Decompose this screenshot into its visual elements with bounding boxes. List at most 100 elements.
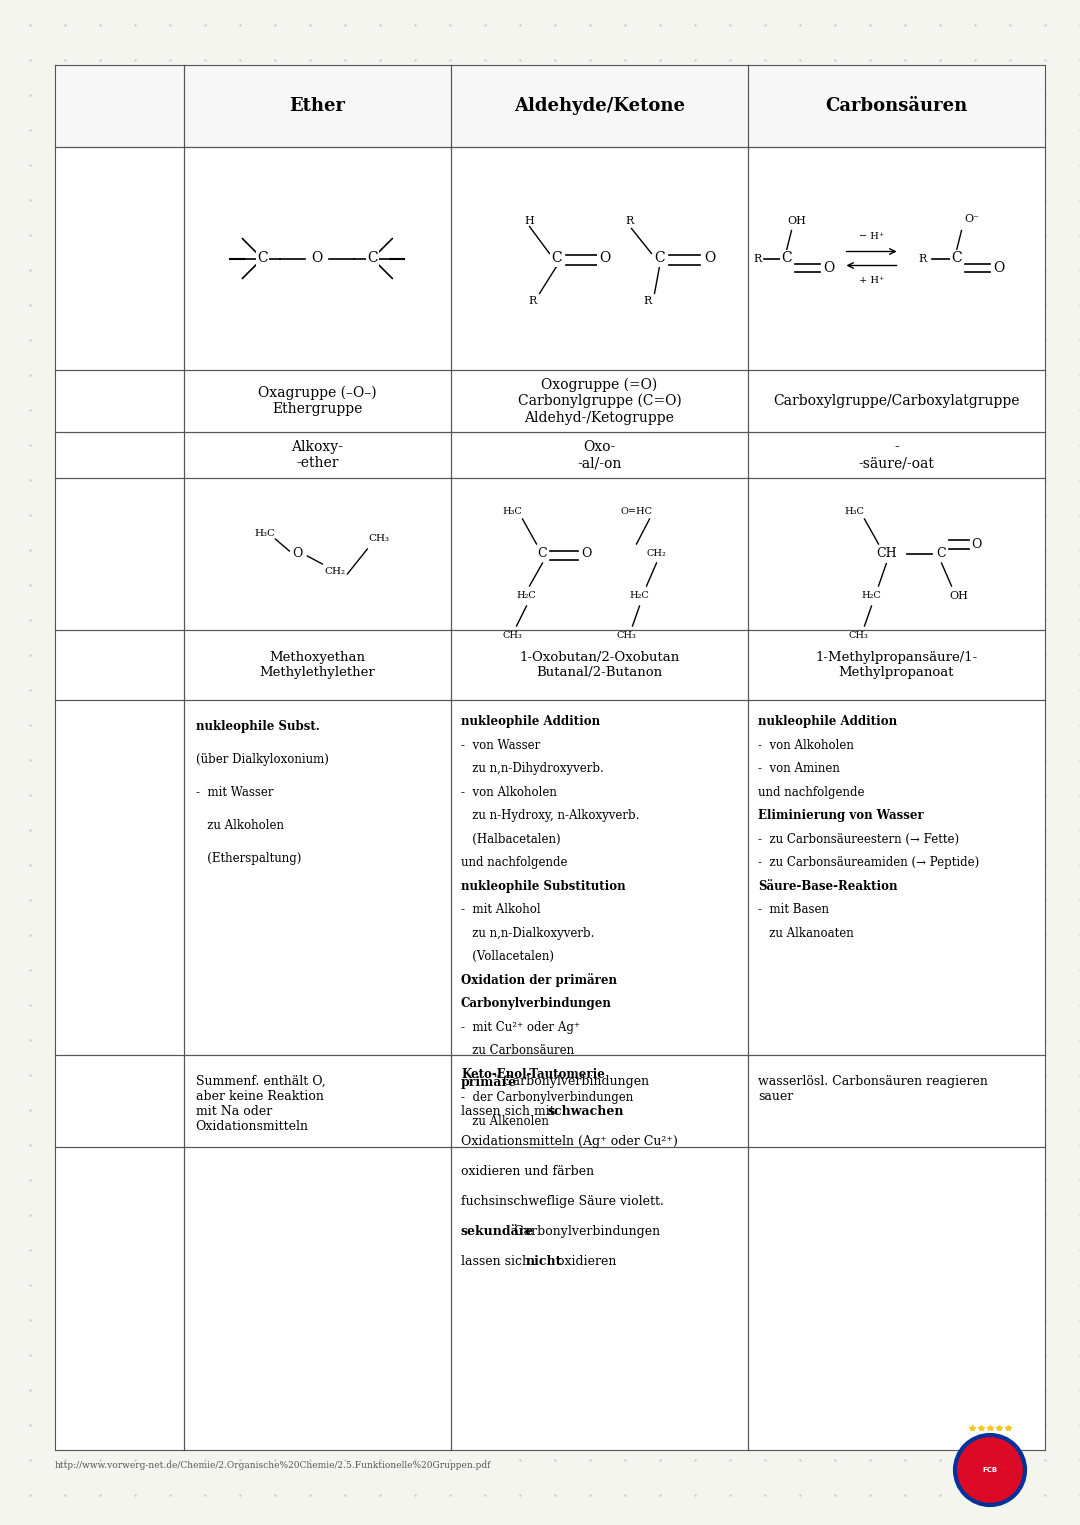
- Text: O: O: [993, 261, 1004, 274]
- Text: zu n,n-Dialkoxyverb.: zu n,n-Dialkoxyverb.: [461, 927, 594, 939]
- Text: Summenf. enthält O,
aber keine Reaktion
mit Na oder
Oxidationsmitteln: Summenf. enthält O, aber keine Reaktion …: [195, 1075, 325, 1133]
- Text: FCB: FCB: [983, 1467, 998, 1473]
- FancyBboxPatch shape: [451, 700, 748, 1055]
- Text: Keto-Enol-Tautomerie: Keto-Enol-Tautomerie: [461, 1068, 605, 1081]
- Text: H₂C: H₂C: [630, 592, 649, 601]
- FancyBboxPatch shape: [451, 432, 748, 477]
- Circle shape: [955, 1435, 1025, 1505]
- Text: Säure-Base-Reaktion: Säure-Base-Reaktion: [758, 880, 897, 892]
- Text: O: O: [823, 261, 834, 274]
- Text: − H⁺: − H⁺: [859, 232, 885, 241]
- Text: -
-säure/-oat: - -säure/-oat: [859, 439, 934, 470]
- Text: CH₂: CH₂: [325, 567, 346, 576]
- FancyBboxPatch shape: [55, 477, 184, 630]
- Text: wasserlösl. Carbonsäuren reagieren
sauer: wasserlösl. Carbonsäuren reagieren sauer: [758, 1075, 988, 1103]
- Text: zu n,n-Dihydroxyverb.: zu n,n-Dihydroxyverb.: [461, 762, 604, 775]
- Text: H₃C: H₃C: [255, 529, 275, 538]
- Text: H: H: [525, 215, 535, 226]
- Text: H₂C: H₂C: [862, 592, 881, 601]
- Text: R: R: [753, 253, 761, 264]
- Text: H₂C: H₂C: [516, 592, 537, 601]
- Text: C: C: [781, 252, 792, 265]
- Text: O: O: [971, 537, 982, 551]
- Text: CH₃: CH₃: [617, 631, 636, 640]
- Text: 1-Oxobutan/2-Oxobutan
Butanal/2-Butanon: 1-Oxobutan/2-Oxobutan Butanal/2-Butanon: [519, 651, 679, 679]
- Text: Ether: Ether: [289, 98, 346, 114]
- Text: (Etherspaltung): (Etherspaltung): [195, 852, 301, 865]
- Text: -  der Carbonylverbindungen: - der Carbonylverbindungen: [461, 1090, 633, 1104]
- Text: primäre: primäre: [461, 1075, 517, 1089]
- Text: O=HC: O=HC: [621, 508, 652, 517]
- Text: OH: OH: [787, 215, 806, 226]
- Text: zu Carbonsäuren: zu Carbonsäuren: [461, 1045, 575, 1057]
- Text: R: R: [644, 296, 651, 307]
- Text: -  mit Wasser: - mit Wasser: [195, 785, 273, 799]
- FancyBboxPatch shape: [55, 700, 184, 1055]
- Text: -  von Aminen: - von Aminen: [758, 762, 840, 775]
- FancyBboxPatch shape: [451, 630, 748, 700]
- FancyBboxPatch shape: [748, 146, 1045, 371]
- Text: C: C: [936, 547, 946, 561]
- FancyBboxPatch shape: [55, 1147, 184, 1450]
- Text: Carbonylverbindungen: Carbonylverbindungen: [499, 1075, 649, 1087]
- Text: -  mit Cu²⁺ oder Ag⁺: - mit Cu²⁺ oder Ag⁺: [461, 1020, 580, 1034]
- Text: -  mit Basen: - mit Basen: [758, 903, 829, 917]
- Text: lassen sich mit: lassen sich mit: [461, 1106, 558, 1118]
- Text: Oxo-
-al/-on: Oxo- -al/-on: [578, 439, 622, 470]
- Text: und nachfolgende: und nachfolgende: [758, 785, 864, 799]
- FancyBboxPatch shape: [184, 700, 451, 1055]
- Text: zu Alkenolen: zu Alkenolen: [461, 1115, 549, 1127]
- Text: Carbonylverbindungen: Carbonylverbindungen: [461, 997, 612, 1010]
- FancyBboxPatch shape: [451, 66, 748, 146]
- Text: H₃C: H₃C: [845, 508, 864, 517]
- Text: O: O: [312, 252, 323, 265]
- Text: zu n-Hydroxy, n-Alkoxyverb.: zu n-Hydroxy, n-Alkoxyverb.: [461, 808, 639, 822]
- Text: H₃C: H₃C: [502, 508, 523, 517]
- Text: R: R: [625, 215, 634, 226]
- Text: CH₃: CH₃: [502, 631, 523, 640]
- Text: Carbonylverbindungen: Carbonylverbindungen: [510, 1225, 660, 1238]
- FancyBboxPatch shape: [184, 1055, 451, 1147]
- Text: + H⁺: + H⁺: [859, 276, 885, 285]
- Text: Aldehyde/Ketone: Aldehyde/Ketone: [514, 98, 685, 114]
- Text: C: C: [257, 252, 268, 265]
- Text: Oxidationsmitteln (Ag⁺ oder Cu²⁺): Oxidationsmitteln (Ag⁺ oder Cu²⁺): [461, 1135, 678, 1148]
- Text: fuchsinschweflige Säure violett.: fuchsinschweflige Säure violett.: [461, 1196, 664, 1208]
- FancyBboxPatch shape: [184, 146, 451, 371]
- Text: sekundäre: sekundäre: [461, 1225, 535, 1238]
- Text: Alkoxy-
-ether: Alkoxy- -ether: [292, 439, 343, 470]
- FancyBboxPatch shape: [748, 700, 1045, 1055]
- FancyBboxPatch shape: [748, 66, 1045, 146]
- FancyBboxPatch shape: [748, 371, 1045, 432]
- Text: Oxagruppe (–O–)
Ethergruppe: Oxagruppe (–O–) Ethergruppe: [258, 386, 377, 416]
- FancyBboxPatch shape: [184, 371, 451, 432]
- Text: (Halbacetalen): (Halbacetalen): [461, 833, 561, 845]
- Text: O: O: [581, 547, 592, 561]
- Text: -  von Alkoholen: - von Alkoholen: [758, 738, 854, 752]
- Text: nukleophile Substitution: nukleophile Substitution: [461, 880, 625, 892]
- FancyBboxPatch shape: [184, 432, 451, 477]
- Text: -  mit Alkohol: - mit Alkohol: [461, 903, 541, 917]
- FancyBboxPatch shape: [748, 1147, 1045, 1450]
- FancyBboxPatch shape: [451, 1055, 748, 1147]
- Text: CH₂: CH₂: [647, 549, 666, 558]
- FancyBboxPatch shape: [184, 630, 451, 700]
- Text: CH₃: CH₃: [369, 534, 390, 543]
- Text: C: C: [538, 547, 548, 561]
- Text: R: R: [528, 296, 537, 307]
- FancyBboxPatch shape: [184, 477, 451, 630]
- Text: Carboxylgruppe/Carboxylatgruppe: Carboxylgruppe/Carboxylatgruppe: [773, 393, 1020, 409]
- Text: 1-Methylpropansäure/1-
Methylpropanoat: 1-Methylpropansäure/1- Methylpropanoat: [815, 651, 977, 679]
- Text: Methoxyethan
Methylethylether: Methoxyethan Methylethylether: [259, 651, 375, 679]
- FancyBboxPatch shape: [55, 432, 184, 477]
- FancyBboxPatch shape: [451, 1147, 748, 1450]
- Text: (über Dialkyloxonium): (über Dialkyloxonium): [195, 753, 328, 766]
- FancyBboxPatch shape: [451, 371, 748, 432]
- Text: O: O: [704, 252, 715, 265]
- Text: Carbonsäuren: Carbonsäuren: [825, 98, 968, 114]
- Text: -  zu Carbonsäureestern (→ Fette): - zu Carbonsäureestern (→ Fette): [758, 833, 959, 845]
- FancyBboxPatch shape: [184, 1147, 451, 1450]
- Text: O: O: [599, 252, 610, 265]
- Text: CH: CH: [876, 547, 896, 561]
- Text: oxidieren: oxidieren: [553, 1255, 617, 1267]
